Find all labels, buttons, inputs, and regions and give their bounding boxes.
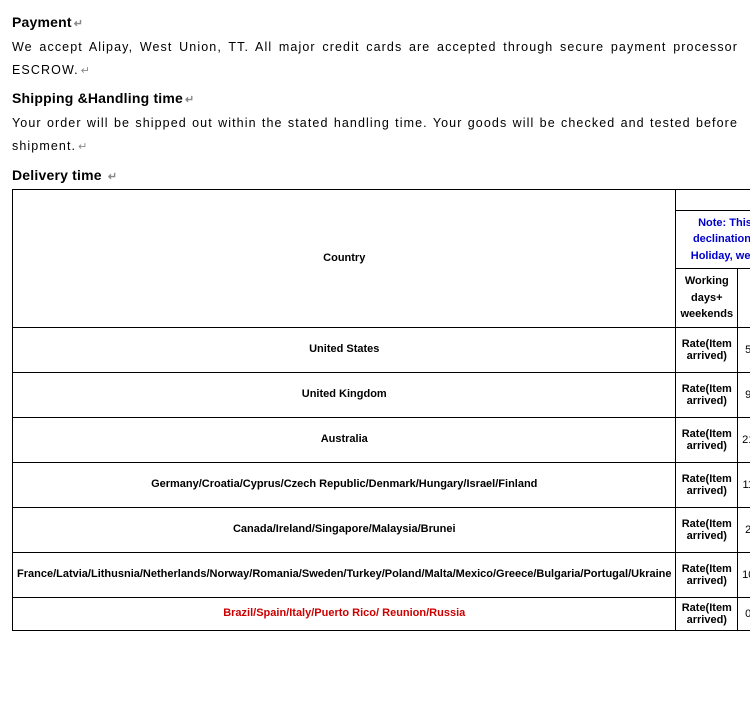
return-mark: ↵	[78, 141, 88, 153]
delivery-table: Country Delivery Time Note: This informa…	[12, 189, 750, 631]
payment-heading-text: Payment	[12, 14, 72, 30]
return-mark: ↵	[185, 94, 194, 106]
table-row: AustraliaRate(Item arrived)21.40%52.10%1…	[13, 417, 750, 462]
country-cell: United States	[13, 327, 676, 372]
value-cell: 0.01%	[738, 597, 750, 630]
value-cell: 10.40%	[738, 552, 750, 597]
value-cell: 11.10%	[738, 462, 750, 507]
country-cell: France/Latvia/Lithusnia/Netherlands/Norw…	[13, 552, 676, 597]
table-row: France/Latvia/Lithusnia/Netherlands/Norw…	[13, 552, 750, 597]
country-cell: Germany/Croatia/Cyprus/Czech Republic/De…	[13, 462, 676, 507]
payment-heading: Payment↵	[12, 14, 738, 30]
rate-label-cell: Rate(Item arrived)	[676, 417, 738, 462]
delivery-time-header: Delivery Time	[676, 189, 750, 210]
rate-label-cell: Rate(Item arrived)	[676, 327, 738, 372]
country-cell: Australia	[13, 417, 676, 462]
return-mark: ↵	[74, 18, 83, 30]
note-text: Note: This information is offered for re…	[676, 210, 750, 269]
rate-label-cell: Rate(Item arrived)	[676, 597, 738, 630]
working-days-header: Working days+ weekends	[676, 269, 738, 328]
delivery-heading-text: Delivery time	[12, 167, 102, 183]
shipping-heading-text: Shipping &Handling time	[12, 90, 183, 106]
delivery-heading: Delivery time ↵	[12, 167, 738, 183]
shipping-heading: Shipping &Handling time↵	[12, 90, 738, 106]
payment-paragraph: We accept Alipay, West Union, TT. All ma…	[12, 36, 738, 82]
country-cell: Canada/Ireland/Singapore/Malaysia/Brunei	[13, 507, 676, 552]
table-row: United StatesRate(Item arrived)5.20%50.0…	[13, 327, 750, 372]
table-row: Canada/Ireland/Singapore/Malaysia/Brunei…	[13, 507, 750, 552]
shipping-text: Your order will be shipped out within th…	[12, 116, 738, 153]
country-header: Country	[13, 189, 676, 327]
value-cell: 2.00%	[738, 507, 750, 552]
rate-label-cell: Rate(Item arrived)	[676, 462, 738, 507]
value-cell: 21.40%	[738, 417, 750, 462]
payment-text: We accept Alipay, West Union, TT. All ma…	[12, 40, 738, 77]
return-mark: ↵	[81, 65, 91, 77]
table-row: Brazil/Spain/Italy/Puerto Rico/ Reunion/…	[13, 597, 750, 630]
table-row: United KingdomRate(Item arrived)9.90%42.…	[13, 372, 750, 417]
country-cell: Brazil/Spain/Italy/Puerto Rico/ Reunion/…	[13, 597, 676, 630]
table-row: Germany/Croatia/Cyprus/Czech Republic/De…	[13, 462, 750, 507]
shipping-paragraph: Your order will be shipped out within th…	[12, 112, 738, 158]
rate-label-cell: Rate(Item arrived)	[676, 552, 738, 597]
return-mark: ↵	[108, 171, 117, 183]
rate-label-cell: Rate(Item arrived)	[676, 507, 738, 552]
country-cell: United Kingdom	[13, 372, 676, 417]
value-cell: 9.90%	[738, 372, 750, 417]
header-row-1: Country Delivery Time	[13, 189, 750, 210]
value-cell: 5.20%	[738, 327, 750, 372]
col-3-7: 3-7	[738, 269, 750, 328]
rate-label-cell: Rate(Item arrived)	[676, 372, 738, 417]
